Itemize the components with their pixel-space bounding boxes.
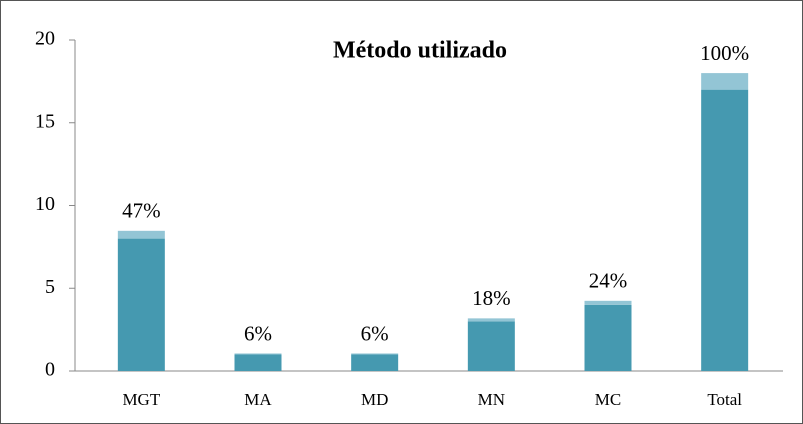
bar-segment bbox=[701, 73, 749, 90]
y-tick-label: 0 bbox=[45, 359, 55, 381]
bar-segment bbox=[584, 300, 632, 305]
x-tick-label: MN bbox=[478, 390, 505, 409]
value-label: 6% bbox=[361, 321, 389, 345]
bar-segment bbox=[117, 238, 165, 371]
value-label: 24% bbox=[589, 269, 628, 293]
value-label: 47% bbox=[122, 199, 161, 223]
value-label: 100% bbox=[700, 41, 749, 65]
bar-segment bbox=[467, 321, 515, 371]
y-tick-label: 20 bbox=[35, 28, 55, 50]
bar-segment bbox=[584, 304, 632, 371]
x-tick-label: MD bbox=[361, 390, 388, 409]
chart-title: Método utilizado bbox=[333, 38, 507, 64]
value-label: 18% bbox=[472, 286, 511, 310]
x-tick-label: Total bbox=[707, 390, 742, 409]
bar-segment bbox=[701, 89, 749, 372]
x-tick-label: MGT bbox=[122, 390, 160, 409]
y-tick-label: 10 bbox=[35, 193, 55, 215]
bar-segment bbox=[351, 354, 399, 371]
y-tick-label: 5 bbox=[45, 276, 55, 298]
bar-segment bbox=[234, 354, 282, 371]
bar-segment bbox=[467, 318, 515, 322]
x-tick-label: MC bbox=[595, 390, 621, 409]
bar-segment bbox=[234, 353, 282, 355]
bar-segment bbox=[117, 230, 165, 239]
value-label: 6% bbox=[244, 321, 272, 345]
x-tick-label: MA bbox=[244, 390, 272, 409]
y-tick-label: 15 bbox=[35, 110, 55, 132]
bar-segment bbox=[351, 353, 399, 355]
